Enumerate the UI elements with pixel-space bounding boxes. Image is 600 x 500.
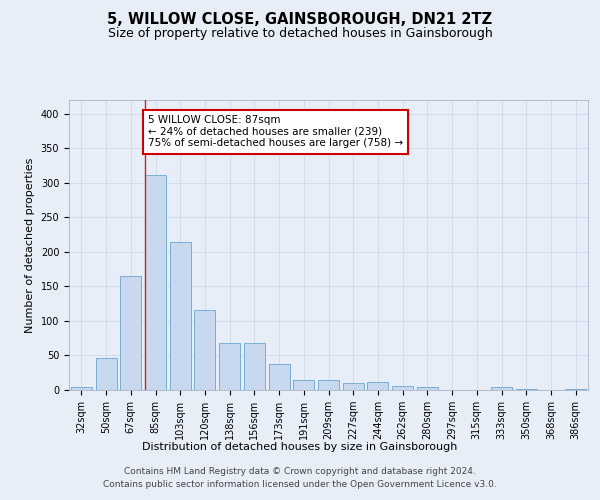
Bar — [491, 387, 512, 390]
Bar — [170, 242, 191, 390]
Bar — [95, 358, 116, 390]
Text: Contains HM Land Registry data © Crown copyright and database right 2024.
Contai: Contains HM Land Registry data © Crown c… — [103, 468, 497, 489]
Bar — [516, 388, 537, 390]
Bar — [293, 380, 314, 390]
Bar — [194, 310, 215, 390]
Text: Size of property relative to detached houses in Gainsborough: Size of property relative to detached ho… — [107, 28, 493, 40]
Y-axis label: Number of detached properties: Number of detached properties — [25, 158, 35, 332]
Bar — [145, 174, 166, 390]
Bar — [392, 386, 413, 390]
Text: Distribution of detached houses by size in Gainsborough: Distribution of detached houses by size … — [142, 442, 458, 452]
Text: 5 WILLOW CLOSE: 87sqm
← 24% of detached houses are smaller (239)
75% of semi-det: 5 WILLOW CLOSE: 87sqm ← 24% of detached … — [148, 115, 403, 148]
Text: 5, WILLOW CLOSE, GAINSBOROUGH, DN21 2TZ: 5, WILLOW CLOSE, GAINSBOROUGH, DN21 2TZ — [107, 12, 493, 28]
Bar — [244, 343, 265, 390]
Bar — [343, 383, 364, 390]
Bar — [219, 343, 240, 390]
Bar — [417, 386, 438, 390]
Bar — [71, 387, 92, 390]
Bar — [269, 364, 290, 390]
Bar — [565, 388, 586, 390]
Bar — [318, 380, 339, 390]
Bar — [367, 382, 388, 390]
Bar — [120, 276, 141, 390]
